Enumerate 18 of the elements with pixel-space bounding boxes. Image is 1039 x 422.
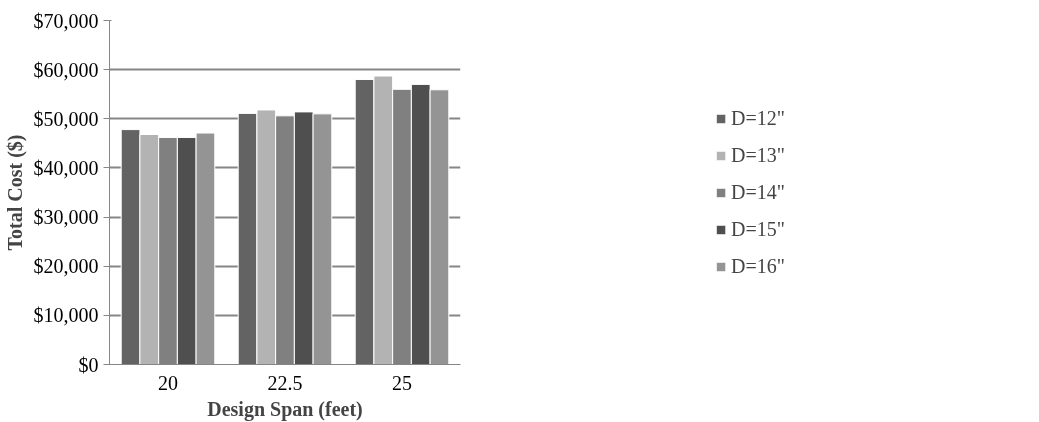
- x-tick-label: 22.5: [267, 371, 303, 394]
- legend-label: D=14": [731, 180, 785, 204]
- x-tick-label: 20: [158, 371, 178, 394]
- y-tick-label: $20,000: [33, 255, 99, 278]
- legend-label: D=12": [731, 106, 785, 130]
- y-tick-label: $10,000: [33, 304, 99, 327]
- legend-label: D=13": [731, 143, 785, 167]
- legend-label: D=15": [731, 217, 785, 241]
- y-tick-label: $0: [78, 353, 99, 376]
- y-tick-label: $30,000: [33, 206, 99, 229]
- x-tick-label: 25: [392, 371, 412, 394]
- y-axis-title: Total Cost ($): [3, 134, 27, 251]
- x-axis-title: Design Span (feet): [207, 397, 363, 421]
- y-tick-label: $70,000: [33, 9, 99, 32]
- y-tick-label: $50,000: [33, 107, 99, 130]
- y-tick-label: $60,000: [33, 58, 99, 81]
- legend-label: D=16": [731, 254, 785, 278]
- y-tick-label: $40,000: [33, 156, 99, 179]
